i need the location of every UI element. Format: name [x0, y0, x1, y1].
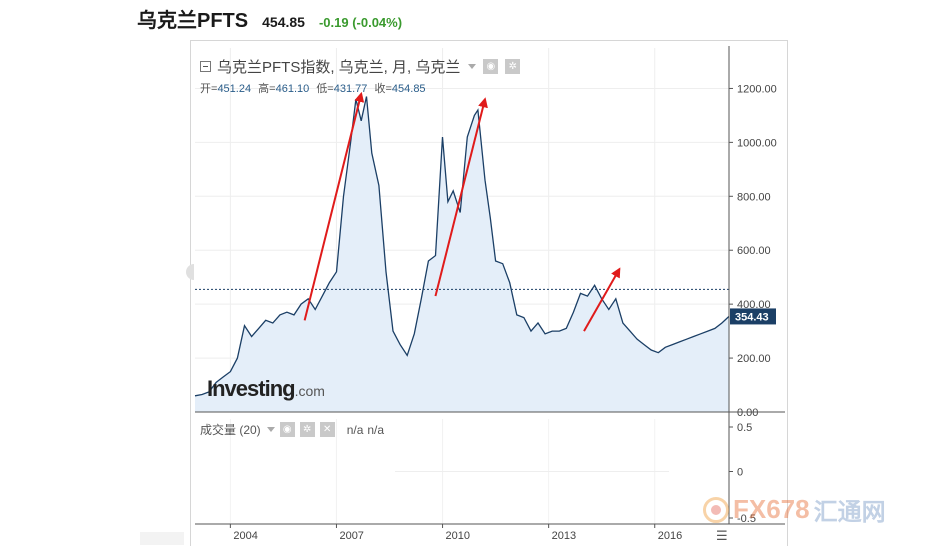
- instrument-change: -0.19 (-0.04%): [318, 15, 403, 30]
- volume-close-icon[interactable]: ✕: [319, 422, 335, 437]
- logo-suffix: .com: [294, 383, 325, 399]
- volume-value-2: n/a: [367, 422, 385, 437]
- ohlc-low-label: 低=: [316, 83, 334, 95]
- x-tick-label: 2010: [446, 530, 470, 542]
- volume-value-1: n/a: [346, 422, 364, 437]
- y-tick-label: 200.00: [737, 353, 771, 365]
- watermark-latin: FX678: [733, 494, 810, 524]
- ohlc-close-value: 454.85: [391, 83, 426, 95]
- instrument-price: 454.85: [262, 14, 305, 30]
- watermark-chinese: 汇通网: [813, 499, 886, 526]
- instrument-header: 乌克兰PFTS 454.85 -0.19 (-0.04%): [137, 4, 402, 32]
- ohlc-low-value: 431.77: [333, 83, 368, 95]
- grid-layer: [195, 48, 729, 524]
- legend-dropdown-icon[interactable]: [468, 64, 477, 69]
- collapse-icon[interactable]: [200, 61, 211, 72]
- ohlc-readout: 开=451.24 高=461.10 低=431.77 收=454.85: [200, 80, 430, 96]
- y-tick-label: 0.00: [737, 407, 758, 419]
- last-value-badge: 354.43: [730, 308, 776, 325]
- instrument-title: 乌克兰PFTS: [137, 10, 249, 32]
- eye-icon[interactable]: ◉: [483, 59, 499, 74]
- volume-label: 成交量 (20): [200, 423, 261, 437]
- fx678-watermark: FX678 汇通网: [703, 492, 886, 527]
- chart-legend: 乌克兰PFTS指数, 乌克兰, 月, 乌克兰 ◉ ✲: [200, 56, 521, 77]
- annotation-arrows: [303, 91, 621, 332]
- investing-logo: Investing.com: [207, 376, 325, 402]
- y-tick-label: 1000.00: [737, 137, 777, 149]
- annotation-arrow: [583, 267, 621, 332]
- corner-widget: [140, 532, 184, 545]
- x-tick-label: 2004: [233, 530, 257, 542]
- ohlc-open-value: 451.24: [217, 83, 252, 95]
- x-tick-label: 2016: [658, 530, 682, 542]
- volume-legend: 成交量 (20) ◉ ✲ ✕ n/a n/a: [200, 421, 384, 438]
- annotation-arrow: [434, 97, 488, 297]
- volume-eye-icon[interactable]: ◉: [279, 422, 295, 437]
- x-tick-label: 2007: [339, 530, 363, 542]
- annotation-arrow: [303, 91, 365, 321]
- volume-y-tick-label: -0.5: [737, 513, 756, 525]
- y-tick-label: 1200.00: [737, 83, 777, 95]
- volume-y-tick-label: 0.5: [737, 422, 752, 434]
- menu-icon[interactable]: ☰: [716, 528, 728, 543]
- ohlc-open-label: 开=: [200, 83, 218, 95]
- settings-icon[interactable]: ✲: [505, 59, 521, 74]
- last-value-badge-bg: [730, 308, 776, 325]
- y-tick-label: 600.00: [737, 245, 771, 257]
- last-value-label: 354.43: [735, 311, 769, 323]
- price-line: [194, 96, 730, 397]
- axis-layer: 0.00 200.00 400.00 600.00 800.00 1000.00 1200.…: [195, 46, 785, 542]
- fx678-logo-icon: [703, 496, 729, 523]
- price-area: [195, 96, 729, 412]
- y-tick-label: 400.00: [737, 299, 771, 311]
- volume-y-tick-label: 0: [737, 467, 743, 479]
- logo-main: Investing: [207, 376, 296, 401]
- volume-settings-icon[interactable]: ✲: [299, 422, 315, 437]
- ohlc-high-value: 461.10: [275, 83, 310, 95]
- y-tick-label: 800.00: [737, 191, 771, 203]
- x-tick-label: 2013: [552, 530, 576, 542]
- ohlc-close-label: 收=: [374, 83, 392, 95]
- volume-dropdown-icon[interactable]: [266, 427, 275, 432]
- ohlc-high-label: 高=: [258, 83, 276, 95]
- legend-title: 乌克兰PFTS指数, 乌克兰, 月, 乌克兰: [217, 59, 461, 76]
- side-collapse-tab[interactable]: [186, 264, 194, 280]
